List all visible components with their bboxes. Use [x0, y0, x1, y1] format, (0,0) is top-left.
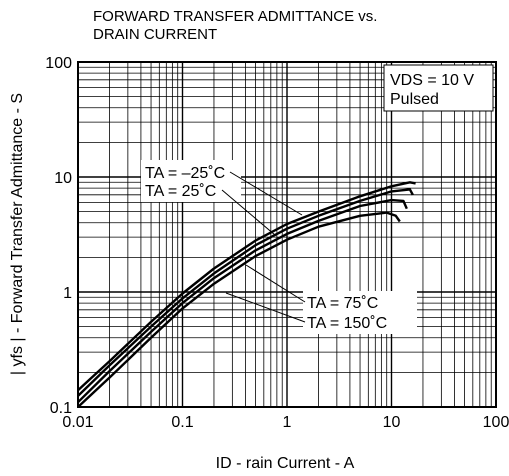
y-tick-label: 0.1 — [50, 400, 72, 417]
leader-ta-150 — [225, 292, 306, 323]
chart-title-line1: FORWARD TRANSFER ADMITTANCE vs. — [93, 8, 377, 25]
series-line-2 — [77, 198, 408, 404]
x-tick-label: 0.01 — [62, 414, 93, 431]
label-ta-25: TA = 25˚C — [145, 183, 216, 200]
condition-box — [383, 64, 494, 112]
grid — [77, 62, 496, 408]
leader-ta-75 — [245, 264, 306, 303]
y-tick-label: 100 — [45, 55, 72, 72]
series-line-1 — [77, 188, 414, 397]
x-tick-label: 10 — [383, 414, 401, 431]
x-tick-label: 0.1 — [171, 414, 193, 431]
leader-ta-m25 — [229, 171, 303, 216]
plot-frame — [77, 61, 497, 408]
x-axis-label: ID - rain Current - A — [216, 455, 355, 472]
label-ta-150: TA = 150˚C — [307, 315, 387, 332]
y-axis-label: | yfs | - Forward Transfer Admittance - … — [9, 93, 26, 375]
x-tick-label: 1 — [283, 414, 292, 431]
condition-vds: VDS = 10 V — [390, 72, 474, 89]
y-tick-label: 10 — [54, 170, 72, 187]
label-bg-lower — [303, 291, 417, 334]
leader-ta-25 — [221, 189, 276, 236]
x-tick-label: 100 — [483, 414, 509, 431]
series-line-3 — [77, 211, 401, 408]
condition-pulsed: Pulsed — [390, 91, 439, 108]
label-ta-75: TA = 75˚C — [307, 295, 378, 312]
chart-title-line2: DRAIN CURRENT — [93, 26, 217, 43]
label-ta-m25: TA = –25˚C — [145, 165, 225, 182]
x-tick-labels: 0.01 0.1 1 10 100 — [62, 414, 509, 431]
label-bg-upper — [141, 160, 241, 202]
y-tick-label: 1 — [63, 285, 72, 302]
y-tick-labels: 0.1 1 10 100 — [45, 55, 72, 417]
